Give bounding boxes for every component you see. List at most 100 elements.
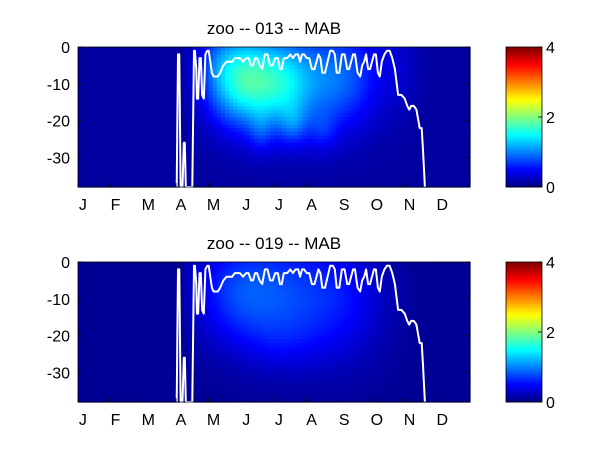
heatmap-cell xyxy=(110,354,116,359)
heatmap-cell xyxy=(282,61,287,67)
heatmap-cell xyxy=(461,69,467,74)
heatmap-cell xyxy=(208,328,214,333)
heatmap-cell xyxy=(294,146,300,151)
heatmap-cell xyxy=(98,320,104,326)
heatmap-cell xyxy=(363,120,369,125)
heatmap-cell xyxy=(151,146,157,151)
heatmap-cell xyxy=(294,65,300,70)
heatmap-cell xyxy=(196,376,202,381)
heatmap-cell xyxy=(376,76,381,81)
heatmap-cell xyxy=(188,287,193,293)
heatmap-cell xyxy=(425,76,430,81)
heatmap-cell xyxy=(118,309,124,315)
heatmap-cell xyxy=(465,69,471,74)
heatmap-cell xyxy=(147,291,153,296)
heatmap-cell xyxy=(127,287,132,293)
heatmap-cell xyxy=(278,175,283,181)
heatmap-cell xyxy=(339,91,345,96)
heatmap-cell xyxy=(143,172,149,177)
heatmap-cell xyxy=(323,94,328,100)
heatmap-cell xyxy=(196,54,202,59)
heatmap-cell xyxy=(449,157,455,162)
heatmap-cell xyxy=(429,120,434,125)
heatmap-cell xyxy=(400,113,406,118)
heatmap-cell xyxy=(188,105,193,111)
heatmap-cell xyxy=(294,94,300,100)
heatmap-cell xyxy=(102,302,108,307)
heatmap-cell xyxy=(127,168,132,173)
heatmap-cell xyxy=(216,146,222,151)
heatmap-cell xyxy=(274,98,279,103)
heatmap-cell xyxy=(392,150,398,155)
heatmap-cell xyxy=(225,65,230,70)
heatmap-cell xyxy=(114,313,120,318)
heatmap-cell xyxy=(102,161,108,166)
heatmap-cell xyxy=(98,172,104,177)
heatmap-cell xyxy=(78,61,83,67)
heatmap-cell xyxy=(196,168,202,173)
heatmap-cell xyxy=(86,328,91,333)
heatmap-cell xyxy=(367,87,373,92)
heatmap-cell xyxy=(327,76,332,81)
heatmap-cell xyxy=(163,72,169,78)
heatmap-cell xyxy=(131,376,136,381)
heatmap-cell xyxy=(298,47,304,52)
heatmap-cell xyxy=(253,61,259,67)
heatmap-cell xyxy=(90,309,95,315)
heatmap-cell xyxy=(449,179,455,184)
heatmap-cell xyxy=(359,105,365,111)
heatmap-cell xyxy=(114,172,120,177)
heatmap-cell xyxy=(282,146,287,151)
heatmap-cell xyxy=(425,124,430,129)
heatmap-cell xyxy=(159,164,165,170)
heatmap-cell xyxy=(347,102,353,107)
heatmap-cell xyxy=(163,368,169,374)
heatmap-cell xyxy=(421,69,426,74)
heatmap-cell xyxy=(461,58,467,63)
heatmap-cell xyxy=(90,168,95,173)
heatmap-cell xyxy=(151,50,157,55)
heatmap-cell xyxy=(384,164,389,170)
heatmap-cell xyxy=(122,142,128,148)
heatmap-cell xyxy=(139,69,144,74)
heatmap-cell xyxy=(274,164,279,170)
heatmap-cell xyxy=(196,379,202,385)
heatmap-cell xyxy=(363,153,369,159)
heatmap-cell xyxy=(400,65,406,70)
heatmap-cell xyxy=(208,117,214,122)
heatmap-cell xyxy=(237,124,242,129)
heatmap-cell xyxy=(437,98,443,103)
heatmap-cell xyxy=(363,179,369,184)
heatmap-cell xyxy=(425,80,430,85)
colorbar-swatch xyxy=(506,138,542,142)
heatmap-cell xyxy=(318,168,324,173)
heatmap-cell xyxy=(216,50,222,55)
heatmap-cell xyxy=(376,54,381,59)
heatmap-cell xyxy=(465,105,471,111)
heatmap-cell xyxy=(445,179,451,184)
heatmap-cell xyxy=(90,98,95,103)
colorbar-swatch xyxy=(506,77,542,81)
heatmap-cell xyxy=(335,102,340,107)
heatmap-cell xyxy=(351,161,357,166)
heatmap-cell xyxy=(82,328,87,333)
heatmap-cells xyxy=(78,262,471,403)
heatmap-cell xyxy=(122,131,128,137)
heatmap-cell xyxy=(412,113,418,118)
heatmap-cell xyxy=(453,172,459,177)
heatmap-cell xyxy=(147,161,153,166)
heatmap-cell xyxy=(453,120,459,125)
heatmap-cell xyxy=(343,153,349,159)
heatmap-cell xyxy=(310,105,316,111)
heatmap-cell xyxy=(196,262,202,267)
heatmap-cell xyxy=(86,357,91,363)
heatmap-cell xyxy=(114,262,120,267)
heatmap-cell xyxy=(131,120,136,125)
heatmap-cell xyxy=(78,161,83,166)
heatmap-cell xyxy=(122,284,128,289)
heatmap-cell xyxy=(229,150,234,155)
heatmap-cell xyxy=(229,172,234,177)
heatmap-cell xyxy=(180,131,185,137)
heatmap-cell xyxy=(188,102,193,107)
heatmap-cell xyxy=(290,157,296,162)
